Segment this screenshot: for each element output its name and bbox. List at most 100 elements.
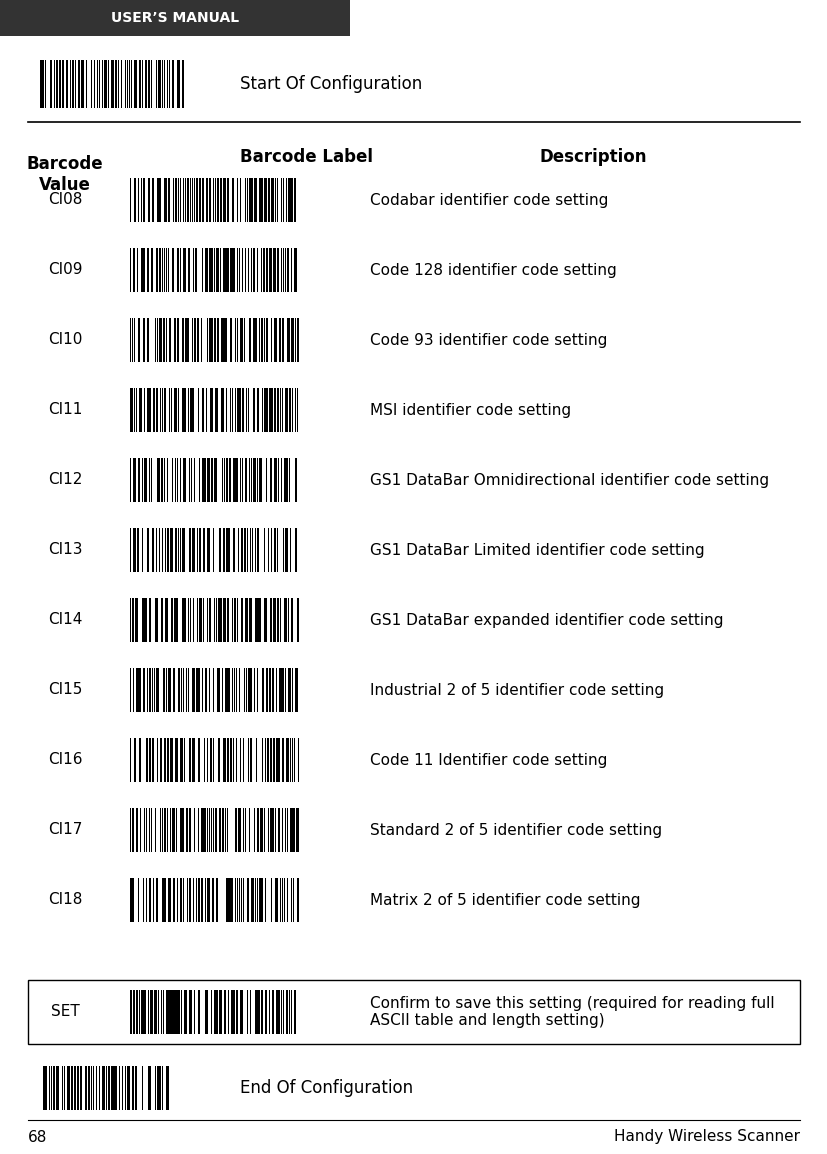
Bar xyxy=(242,388,244,432)
Bar xyxy=(232,388,233,432)
Bar xyxy=(298,808,299,852)
Bar xyxy=(276,598,279,642)
Bar xyxy=(69,60,71,108)
Bar xyxy=(271,178,274,222)
Bar xyxy=(53,1066,55,1110)
Bar xyxy=(215,388,218,432)
Bar xyxy=(170,388,172,432)
Bar xyxy=(174,878,175,922)
Bar xyxy=(294,990,295,1034)
Bar xyxy=(203,808,205,852)
Bar xyxy=(189,990,191,1034)
Bar xyxy=(282,808,283,852)
Bar xyxy=(170,598,171,642)
Bar xyxy=(130,248,131,292)
Bar xyxy=(264,388,265,432)
Bar xyxy=(133,668,134,712)
Bar xyxy=(248,248,249,292)
Bar xyxy=(144,990,146,1034)
Bar xyxy=(163,319,165,362)
Bar xyxy=(274,388,275,432)
Bar xyxy=(124,1066,127,1110)
Bar xyxy=(228,458,231,502)
Bar xyxy=(238,808,240,852)
Text: Handy Wireless Scanner: Handy Wireless Scanner xyxy=(614,1130,799,1145)
Bar xyxy=(273,248,275,292)
Bar xyxy=(219,529,221,572)
Bar xyxy=(162,1066,163,1110)
Bar xyxy=(222,668,223,712)
Bar xyxy=(146,248,149,292)
Bar xyxy=(178,529,179,572)
Bar xyxy=(289,458,290,502)
Bar xyxy=(272,808,273,852)
Bar xyxy=(156,598,158,642)
Bar xyxy=(135,1066,136,1110)
Bar xyxy=(261,178,262,222)
Bar xyxy=(137,458,140,502)
Bar xyxy=(270,808,271,852)
Bar xyxy=(142,1066,143,1110)
Text: CI14: CI14 xyxy=(48,613,82,628)
Bar xyxy=(233,598,235,642)
Bar xyxy=(257,529,258,572)
Bar xyxy=(50,60,51,108)
Bar xyxy=(239,458,241,502)
Bar xyxy=(280,458,282,502)
Bar xyxy=(131,1066,132,1110)
Bar xyxy=(234,808,237,852)
Bar xyxy=(170,739,173,782)
Bar xyxy=(183,248,185,292)
Bar xyxy=(240,990,242,1034)
Bar xyxy=(98,1066,100,1110)
Bar xyxy=(216,990,218,1034)
Bar xyxy=(184,388,185,432)
Bar xyxy=(281,668,284,712)
Text: CI12: CI12 xyxy=(48,472,82,487)
Bar xyxy=(192,668,195,712)
Bar xyxy=(230,248,232,292)
Bar xyxy=(294,739,295,782)
Bar xyxy=(267,808,269,852)
Bar xyxy=(152,878,154,922)
Bar xyxy=(149,668,151,712)
Bar xyxy=(274,529,275,572)
Bar xyxy=(297,319,299,362)
Bar xyxy=(234,668,235,712)
Bar xyxy=(258,598,261,642)
Bar xyxy=(213,248,214,292)
Bar xyxy=(236,668,237,712)
Bar xyxy=(286,248,289,292)
Bar xyxy=(133,248,135,292)
Bar xyxy=(42,60,44,108)
Bar xyxy=(227,598,229,642)
Bar xyxy=(284,388,287,432)
Bar xyxy=(207,739,208,782)
Bar xyxy=(77,1066,78,1110)
Bar xyxy=(166,1066,168,1110)
Bar xyxy=(139,60,141,108)
Bar xyxy=(136,248,138,292)
Text: CI10: CI10 xyxy=(48,332,82,347)
Bar xyxy=(281,878,283,922)
Bar xyxy=(203,458,205,502)
Bar xyxy=(207,458,209,502)
Bar xyxy=(240,319,243,362)
Bar xyxy=(272,668,273,712)
Bar xyxy=(213,458,217,502)
Bar xyxy=(276,319,277,362)
Bar xyxy=(220,178,222,222)
Bar xyxy=(196,178,198,222)
Bar xyxy=(291,739,293,782)
Bar xyxy=(139,739,141,782)
Bar xyxy=(150,990,153,1034)
Bar xyxy=(241,248,242,292)
Bar xyxy=(158,60,160,108)
Bar xyxy=(234,990,235,1034)
Text: Industrial 2 of 5 identifier code setting: Industrial 2 of 5 identifier code settin… xyxy=(370,682,663,697)
Bar xyxy=(173,668,174,712)
Bar xyxy=(217,668,220,712)
Bar xyxy=(280,990,282,1034)
Bar xyxy=(168,668,171,712)
Bar xyxy=(158,458,160,502)
